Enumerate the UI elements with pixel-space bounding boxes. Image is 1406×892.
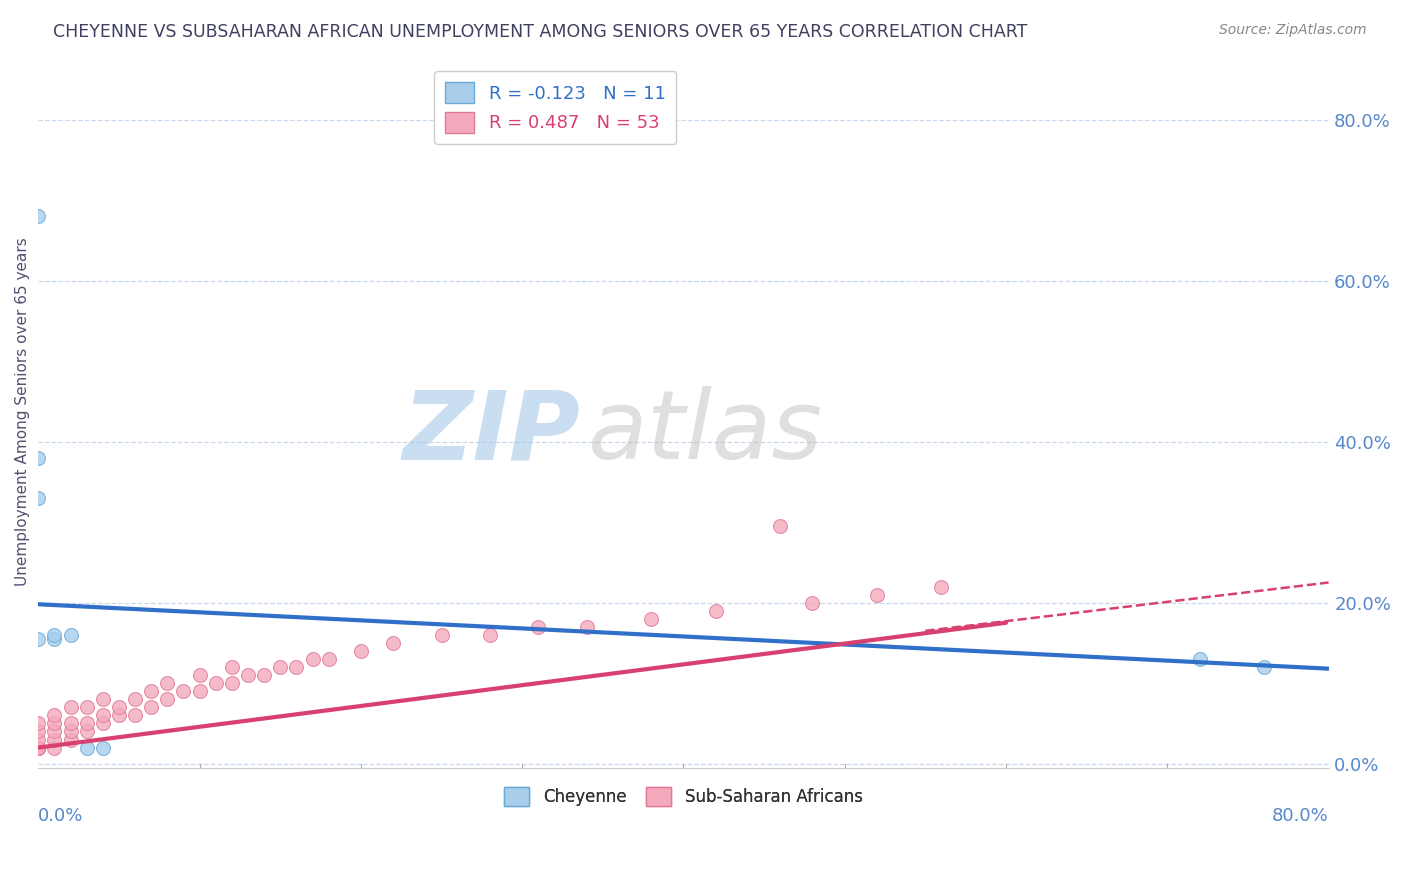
Point (27, 632, 49, 646)
Legend: Cheyenne, Sub-Saharan Africans: Cheyenne, Sub-Saharan Africans (498, 780, 869, 813)
Point (27, 740, 49, 755)
Point (188, 668, 211, 682)
Point (27, 716, 49, 731)
Point (156, 692, 179, 706)
Point (253, 668, 276, 682)
Point (27, 491, 49, 505)
Point (27, 450, 49, 465)
Point (59, 628, 82, 642)
Point (188, 684, 211, 698)
Point (931, 580, 953, 594)
Point (285, 660, 308, 674)
Text: CHEYENNE VS SUBSAHARAN AFRICAN UNEMPLOYMENT AMONG SENIORS OVER 65 YEARS CORRELAT: CHEYENNE VS SUBSAHARAN AFRICAN UNEMPLOYM… (53, 23, 1028, 41)
Point (59, 724, 82, 739)
Point (76, 740, 98, 755)
Point (221, 660, 243, 674)
Point (801, 596, 824, 610)
Point (27, 740, 49, 755)
Point (44, 732, 66, 747)
Point (124, 692, 146, 706)
Text: atlas: atlas (586, 386, 821, 479)
Text: ZIP: ZIP (402, 386, 581, 479)
Point (866, 588, 889, 602)
Point (91, 716, 114, 731)
Point (44, 716, 66, 731)
Point (350, 644, 373, 658)
Point (27, 724, 49, 739)
Point (301, 652, 323, 666)
Point (59, 732, 82, 747)
Point (575, 620, 598, 634)
Text: 80.0%: 80.0% (1272, 807, 1329, 825)
Point (173, 684, 195, 698)
Point (269, 660, 291, 674)
Point (108, 700, 131, 714)
Text: 0.0%: 0.0% (38, 807, 84, 825)
Point (44, 632, 66, 646)
Point (91, 692, 114, 706)
Point (1253, 660, 1275, 674)
Point (44, 740, 66, 755)
Point (704, 604, 727, 618)
Text: Source: ZipAtlas.com: Source: ZipAtlas.com (1219, 23, 1367, 37)
Point (236, 668, 259, 682)
Point (91, 740, 114, 755)
Point (76, 700, 98, 714)
Point (382, 636, 405, 650)
Point (59, 700, 82, 714)
Point (91, 708, 114, 723)
Point (1188, 652, 1211, 666)
Point (76, 724, 98, 739)
Point (27, 740, 49, 755)
Y-axis label: Unemployment Among Seniors over 65 years: Unemployment Among Seniors over 65 years (15, 237, 30, 586)
Point (221, 676, 243, 690)
Point (44, 724, 66, 739)
Point (430, 628, 453, 642)
Point (124, 708, 146, 723)
Point (640, 612, 662, 626)
Point (769, 519, 792, 533)
Point (27, 740, 49, 755)
Point (76, 716, 98, 731)
Point (527, 620, 550, 634)
Point (44, 708, 66, 723)
Point (141, 684, 163, 698)
Point (27, 209, 49, 223)
Point (108, 708, 131, 723)
Point (27, 732, 49, 747)
Point (141, 700, 163, 714)
Point (156, 676, 179, 690)
Point (318, 652, 340, 666)
Point (44, 628, 66, 642)
Point (204, 676, 226, 690)
Point (59, 716, 82, 731)
Point (478, 628, 501, 642)
